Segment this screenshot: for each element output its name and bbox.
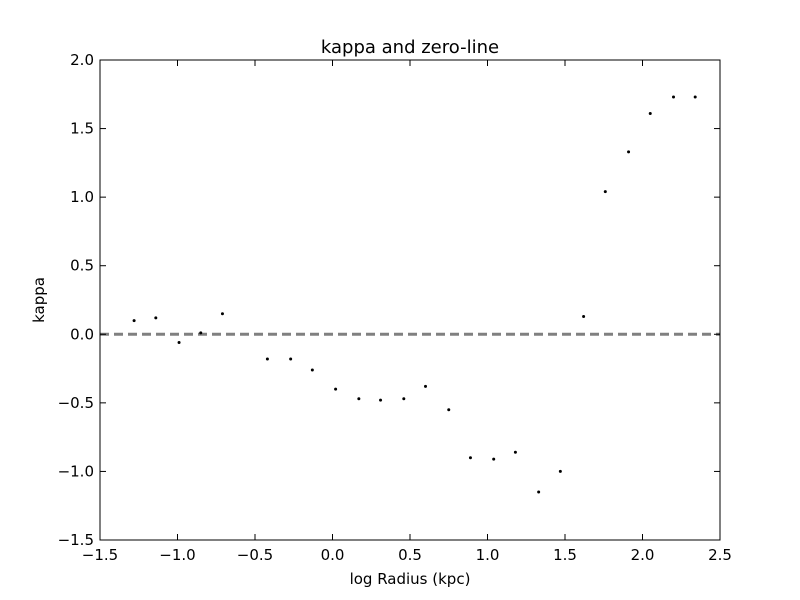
x-tick-label: 0.5 <box>398 546 422 564</box>
data-point <box>424 384 427 388</box>
data-point <box>154 316 158 320</box>
data-point <box>582 314 586 318</box>
plot-area <box>99 59 721 541</box>
y-tick-label: 2.0 <box>70 51 94 69</box>
y-tick-label: 0.5 <box>70 257 94 275</box>
data-point <box>447 408 451 412</box>
chart-title: kappa and zero-line <box>321 37 499 58</box>
data-point <box>513 450 517 454</box>
y-tick-label: 1.5 <box>70 120 94 138</box>
x-tick-label: −1.5 <box>82 546 118 564</box>
data-point <box>177 341 181 345</box>
data-point <box>693 95 697 99</box>
x-tick-label: 1.5 <box>553 546 577 564</box>
data-point <box>648 111 652 115</box>
data-point <box>492 457 496 461</box>
y-axis-label: kappa <box>30 277 48 323</box>
data-point <box>220 312 224 316</box>
data-point <box>672 95 675 99</box>
data-point <box>627 150 631 154</box>
data-point <box>379 398 383 402</box>
scatter-series <box>132 95 697 494</box>
x-tick-label: −1.0 <box>159 546 195 564</box>
plot-frame <box>99 59 721 541</box>
data-point <box>402 397 406 401</box>
data-point <box>537 490 541 494</box>
y-tick-label: −1.5 <box>58 531 94 549</box>
x-tick-label: 2.0 <box>631 546 655 564</box>
data-point <box>310 368 314 372</box>
x-tick-label: −0.5 <box>237 546 273 564</box>
x-tick-label: 2.5 <box>708 546 732 564</box>
x-tick-label: 1.0 <box>476 546 500 564</box>
data-point <box>468 456 472 460</box>
x-axis-label: log Radius (kpc) <box>350 570 471 588</box>
axis-ticks: −1.5 −1.0 −0.5 0.0 0.5 1.0 1.5 2.0 2.5 −1.5 −1.0 −0… <box>58 51 732 564</box>
y-tick-label: −0.5 <box>58 394 94 412</box>
data-point <box>265 357 269 361</box>
y-tick-label: 1.0 <box>70 188 94 206</box>
data-point <box>199 331 203 335</box>
data-point <box>132 319 136 323</box>
data-point <box>334 387 338 391</box>
data-point <box>289 357 293 361</box>
x-tick-label: 0.0 <box>321 546 345 564</box>
data-point <box>558 469 562 473</box>
data-point <box>603 190 607 194</box>
y-tick-label: −1.0 <box>58 462 94 480</box>
data-point <box>357 397 361 401</box>
y-tick-label: 0.0 <box>70 325 94 343</box>
